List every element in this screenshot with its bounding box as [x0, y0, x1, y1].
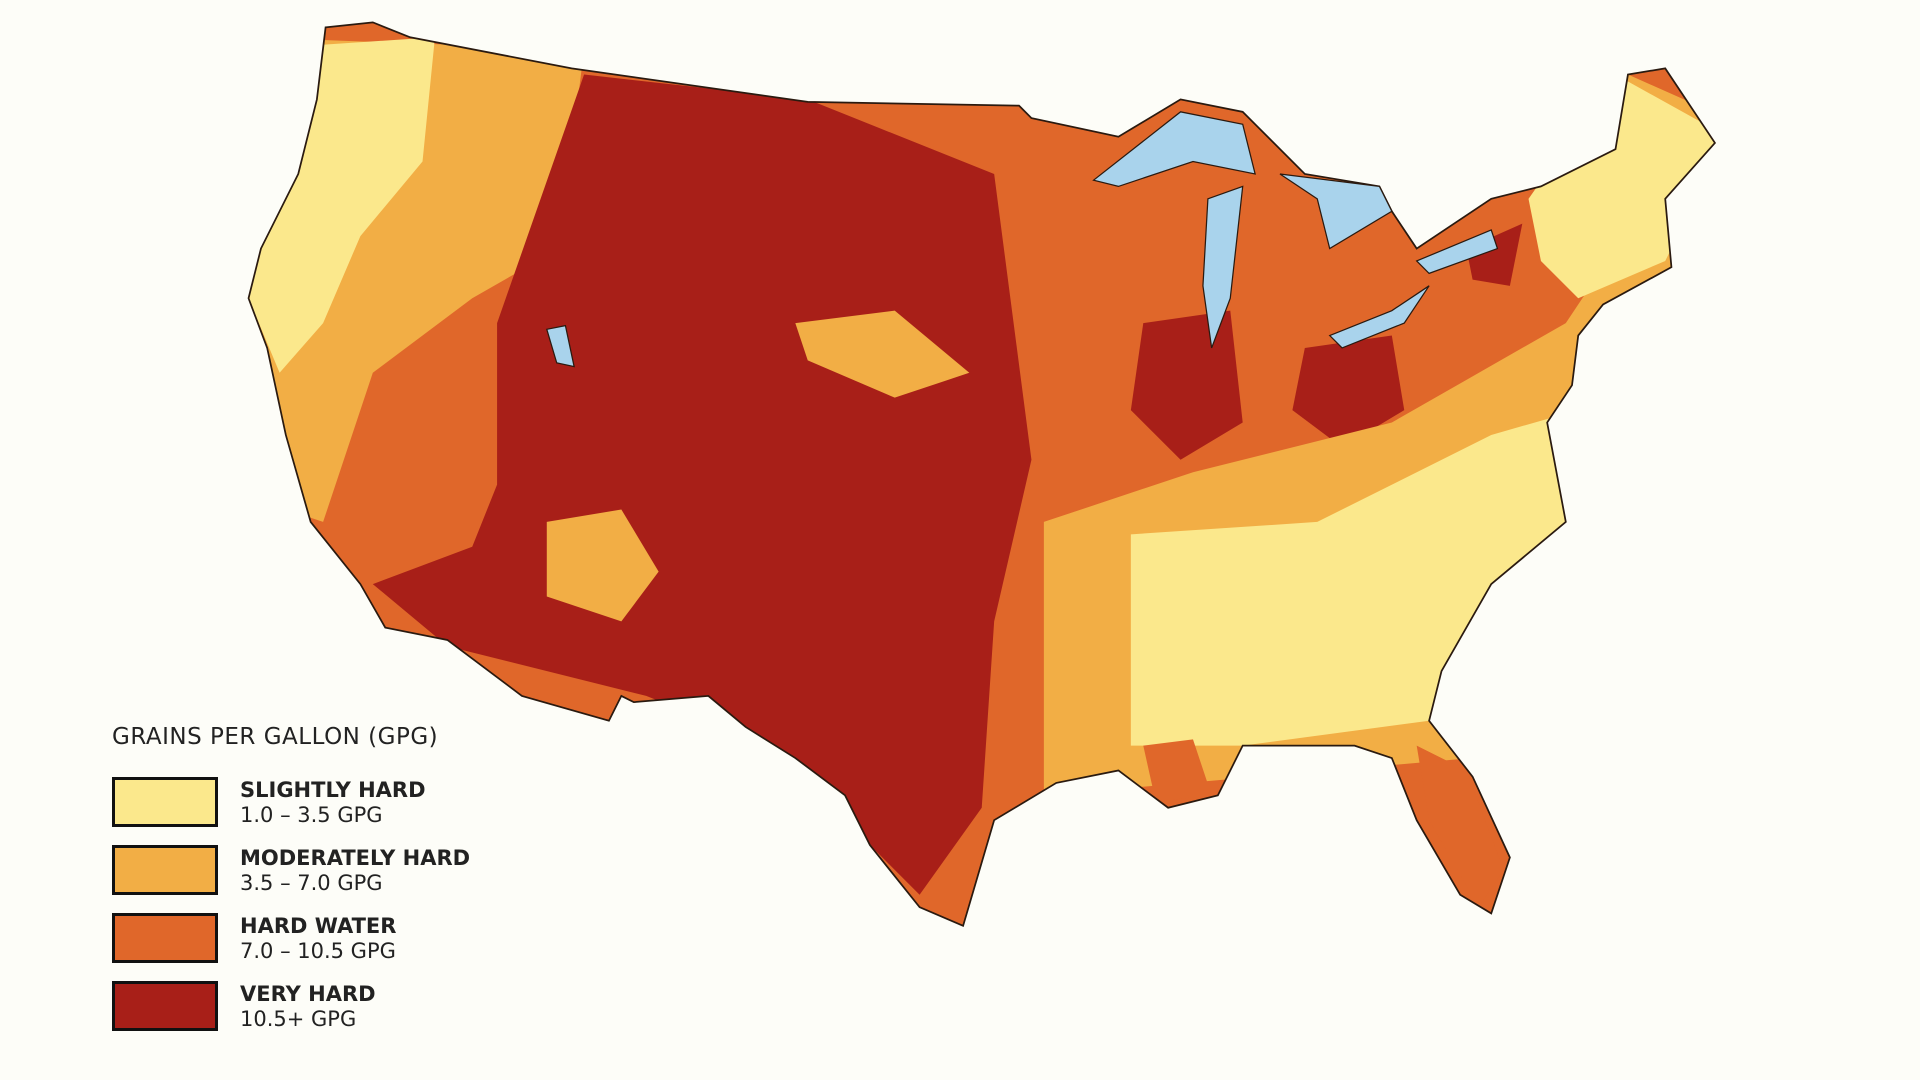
legend-label: SLIGHTLY HARD	[240, 778, 426, 802]
legend-swatch	[112, 777, 218, 827]
lake	[1415, 229, 1499, 275]
legend-item: HARD WATER 7.0 – 10.5 GPG	[112, 904, 532, 972]
lake	[545, 324, 575, 368]
legend-range: 1.0 – 3.5 GPG	[240, 803, 383, 827]
legend-label: HARD WATER	[240, 914, 397, 938]
legend-title: GRAINS PER GALLON (GPG)	[112, 724, 439, 750]
zone-hard	[1416, 745, 1504, 908]
legend-swatch	[112, 981, 218, 1031]
legend-item: SLIGHTLY HARD 1.0 – 3.5 GPG	[112, 768, 532, 836]
lake	[1279, 173, 1393, 250]
zone-very-hard	[1292, 335, 1405, 448]
zone-hard	[1143, 739, 1212, 802]
legend-text: MODERATELY HARD 3.5 – 7.0 GPG	[240, 845, 470, 895]
legend-range: 3.5 – 7.0 GPG	[240, 871, 383, 895]
zone-moderate	[546, 509, 659, 622]
lake	[1328, 285, 1430, 349]
legend-text: HARD WATER 7.0 – 10.5 GPG	[240, 913, 396, 963]
zone-very-hard	[1466, 223, 1523, 286]
zone-very-hard	[1130, 310, 1243, 460]
zone-slight	[1528, 74, 1715, 299]
legend-swatch	[112, 845, 218, 895]
legend-range: 10.5+ GPG	[240, 1007, 357, 1031]
legend-swatch	[112, 913, 218, 963]
zone-moderate	[795, 310, 970, 398]
legend-item: MODERATELY HARD 3.5 – 7.0 GPG	[112, 836, 532, 904]
legend-text: SLIGHTLY HARD 1.0 – 3.5 GPG	[240, 777, 426, 827]
legend-range: 7.0 – 10.5 GPG	[240, 939, 396, 963]
legend: GRAINS PER GALLON (GPG) SLIGHTLY HARD 1.0…	[112, 724, 532, 1040]
legend-item: VERY HARD 10.5+ GPG	[112, 972, 532, 1040]
lake	[1092, 111, 1256, 188]
legend-items: SLIGHTLY HARD 1.0 – 3.5 GPG MODERATELY HAR…	[112, 768, 532, 1040]
zone-very-hard	[372, 74, 1032, 895]
legend-text: VERY HARD 10.5+ GPG	[240, 981, 376, 1031]
legend-label: MODERATELY HARD	[240, 846, 471, 870]
lake	[1202, 185, 1244, 349]
legend-label: VERY HARD	[240, 982, 376, 1006]
